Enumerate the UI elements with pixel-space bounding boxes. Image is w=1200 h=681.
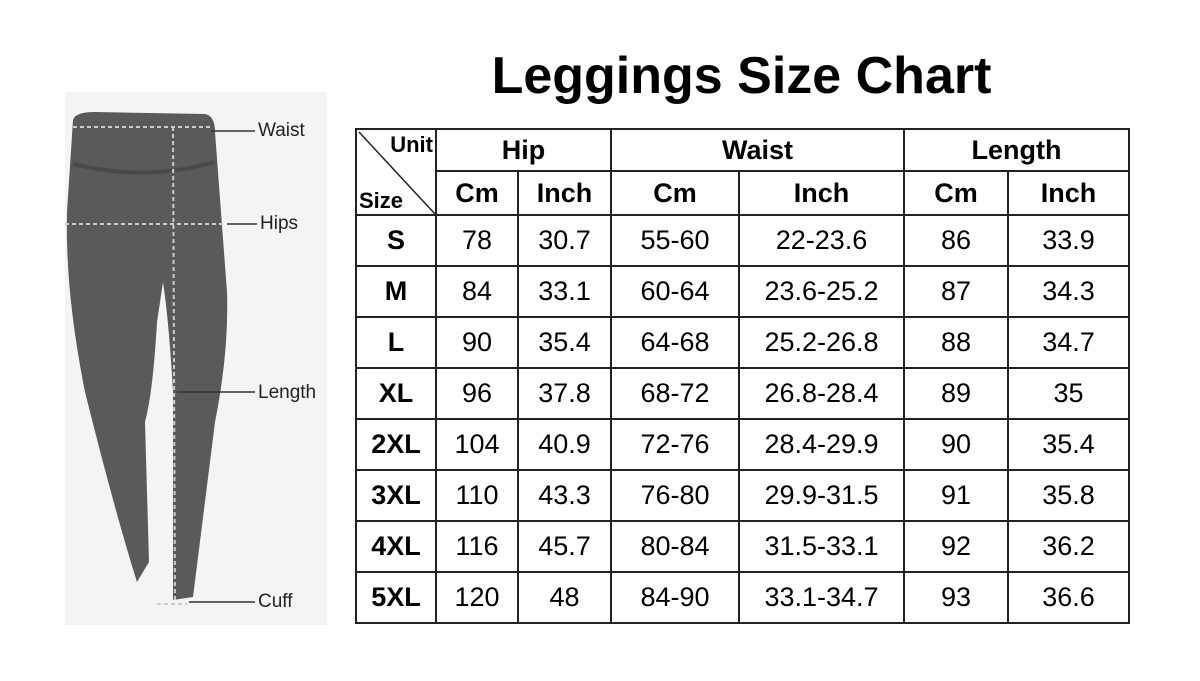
group-header: Hip <box>435 128 612 172</box>
value-cell: 72-76 <box>610 418 740 471</box>
size-cell: M <box>355 265 437 318</box>
value-cell: 45.7 <box>517 520 612 573</box>
value-cell: 87 <box>903 265 1009 318</box>
corner-size: Size <box>359 188 404 213</box>
value-cell: 35.4 <box>1007 418 1130 471</box>
leggings-illustration: Waist Hips Length Cuff <box>65 92 327 625</box>
page-title: Leggings Size Chart <box>491 47 992 105</box>
table-row: 4XL 116 45.7 80-84 31.5-33.1 92 36.2 <box>355 520 1130 573</box>
corner-unit: Unit <box>390 132 433 157</box>
size-cell: S <box>355 214 437 267</box>
unit-header: Inch <box>517 170 612 216</box>
table-row: S 78 30.7 55-60 22-23.6 86 33.9 <box>355 214 1130 267</box>
value-cell: 116 <box>435 520 519 573</box>
value-cell: 33.1-34.7 <box>738 571 905 624</box>
value-cell: 90 <box>435 316 519 369</box>
value-cell: 55-60 <box>610 214 740 267</box>
table-row: 3XL 110 43.3 76-80 29.9-31.5 91 35.8 <box>355 469 1130 522</box>
table-row: 5XL 120 48 84-90 33.1-34.7 93 36.6 <box>355 571 1130 624</box>
table-row: L 90 35.4 64-68 25.2-26.8 88 34.7 <box>355 316 1130 369</box>
value-cell: 93 <box>903 571 1009 624</box>
value-cell: 120 <box>435 571 519 624</box>
size-cell: L <box>355 316 437 369</box>
value-cell: 64-68 <box>610 316 740 369</box>
value-cell: 30.7 <box>517 214 612 267</box>
value-cell: 37.8 <box>517 367 612 420</box>
waist-label: Waist <box>258 120 305 141</box>
value-cell: 36.2 <box>1007 520 1130 573</box>
value-cell: 35.8 <box>1007 469 1130 522</box>
value-cell: 84-90 <box>610 571 740 624</box>
hips-label: Hips <box>260 213 299 234</box>
value-cell: 26.8-28.4 <box>738 367 905 420</box>
value-cell: 34.3 <box>1007 265 1130 318</box>
value-cell: 80-84 <box>610 520 740 573</box>
unit-header: Cm <box>435 170 519 216</box>
value-cell: 36.6 <box>1007 571 1130 624</box>
value-cell: 31.5-33.1 <box>738 520 905 573</box>
value-cell: 84 <box>435 265 519 318</box>
value-cell: 110 <box>435 469 519 522</box>
value-cell: 86 <box>903 214 1009 267</box>
value-cell: 25.2-26.8 <box>738 316 905 369</box>
corner-cell: Unit Size <box>355 128 437 216</box>
value-cell: 76-80 <box>610 469 740 522</box>
length-label: Length <box>258 382 317 403</box>
value-cell: 43.3 <box>517 469 612 522</box>
value-cell: 91 <box>903 469 1009 522</box>
value-cell: 88 <box>903 316 1009 369</box>
cuff-label: Cuff <box>258 591 293 612</box>
value-cell: 89 <box>903 367 1009 420</box>
value-cell: 78 <box>435 214 519 267</box>
size-cell: XL <box>355 367 437 420</box>
size-cell: 3XL <box>355 469 437 522</box>
value-cell: 35 <box>1007 367 1130 420</box>
value-cell: 35.4 <box>517 316 612 369</box>
unit-header: Cm <box>903 170 1009 216</box>
unit-header: Inch <box>1007 170 1130 216</box>
size-cell: 4XL <box>355 520 437 573</box>
value-cell: 22-23.6 <box>738 214 905 267</box>
size-table: Unit Size Hip Waist Length Cm Inch Cm Inch C… <box>355 128 1130 624</box>
size-cell: 2XL <box>355 418 437 471</box>
table-row: XL 96 37.8 68-72 26.8-28.4 89 35 <box>355 367 1130 420</box>
value-cell: 48 <box>517 571 612 624</box>
value-cell: 92 <box>903 520 1009 573</box>
size-cell: 5XL <box>355 571 437 624</box>
value-cell: 68-72 <box>610 367 740 420</box>
unit-header: Inch <box>738 170 905 216</box>
table-row: M 84 33.1 60-64 23.6-25.2 87 34.3 <box>355 265 1130 318</box>
group-header: Waist <box>610 128 905 172</box>
table-row: 2XL 104 40.9 72-76 28.4-29.9 90 35.4 <box>355 418 1130 471</box>
value-cell: 23.6-25.2 <box>738 265 905 318</box>
value-cell: 29.9-31.5 <box>738 469 905 522</box>
leggings-icon <box>65 112 257 605</box>
group-header: Length <box>903 128 1130 172</box>
value-cell: 33.1 <box>517 265 612 318</box>
value-cell: 34.7 <box>1007 316 1130 369</box>
value-cell: 40.9 <box>517 418 612 471</box>
value-cell: 96 <box>435 367 519 420</box>
value-cell: 28.4-29.9 <box>738 418 905 471</box>
value-cell: 60-64 <box>610 265 740 318</box>
unit-header: Cm <box>610 170 740 216</box>
value-cell: 104 <box>435 418 519 471</box>
value-cell: 90 <box>903 418 1009 471</box>
value-cell: 33.9 <box>1007 214 1130 267</box>
